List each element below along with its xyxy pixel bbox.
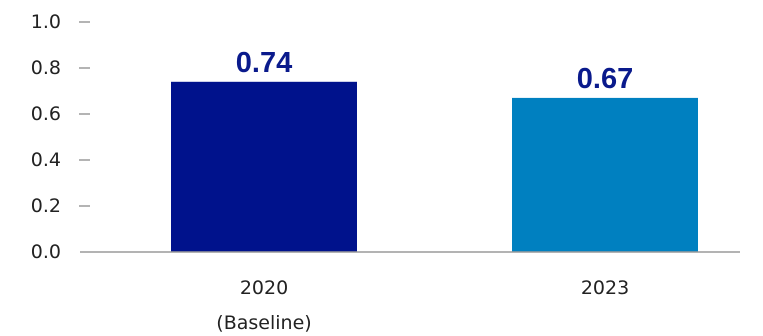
bar-value-label: 0.67	[577, 63, 633, 95]
bar-value-label: 0.74	[236, 47, 292, 79]
x-category-label: 2020 (Baseline)	[216, 277, 311, 334]
y-tick-label: 0.2	[31, 195, 61, 217]
x-axis-labels: 2020 (Baseline) 2023	[216, 277, 629, 334]
x-category-label-line: 2023	[581, 277, 629, 299]
y-tick-label: 0.8	[31, 57, 61, 79]
y-tick-label: 0.6	[31, 103, 61, 125]
y-tick-label: 0.0	[31, 241, 61, 263]
x-category-label-line: (Baseline)	[216, 312, 311, 334]
y-axis: 0.0 0.2 0.4 0.6 0.8 1.0	[31, 11, 90, 263]
x-category-label-line: 2020	[240, 277, 288, 299]
y-tick-label: 0.4	[31, 149, 61, 171]
bar	[512, 97, 698, 253]
data-labels: 0.74 0.67	[236, 47, 633, 95]
y-tick-label: 1.0	[31, 11, 61, 33]
bars	[171, 81, 698, 253]
bar	[171, 81, 357, 252]
x-category-label: 2023	[581, 277, 629, 299]
